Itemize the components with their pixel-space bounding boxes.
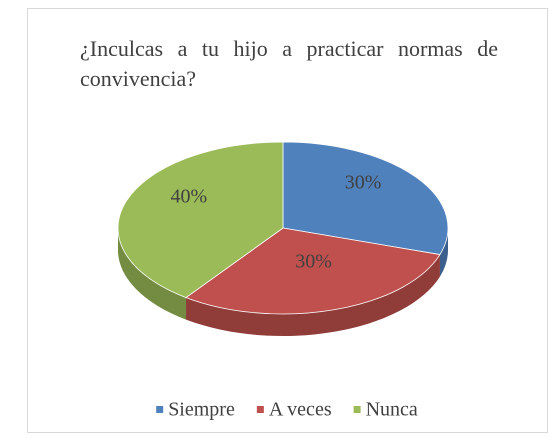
legend-label: Siempre (168, 399, 235, 421)
legend-swatch (353, 406, 361, 413)
legend-label: A veces (269, 399, 332, 421)
slice (185, 227, 441, 315)
chart-title: ¿Inculcas a tu hijo a practicar normas d… (80, 36, 498, 91)
slice-side-shade (439, 228, 448, 277)
slice (117, 141, 284, 299)
slice-side (118, 228, 187, 320)
slice-side (439, 228, 448, 277)
legend-swatch (256, 406, 264, 413)
data-label: 40% (171, 186, 208, 208)
slice-side (186, 254, 440, 336)
slice (282, 141, 449, 256)
data-label: 30% (345, 171, 382, 193)
data-label: 30% (295, 251, 332, 273)
slice-side-shade (186, 254, 440, 336)
legend-swatch (156, 406, 164, 413)
legend-label: Nunca (366, 399, 418, 421)
slice-side-shade (118, 228, 187, 320)
